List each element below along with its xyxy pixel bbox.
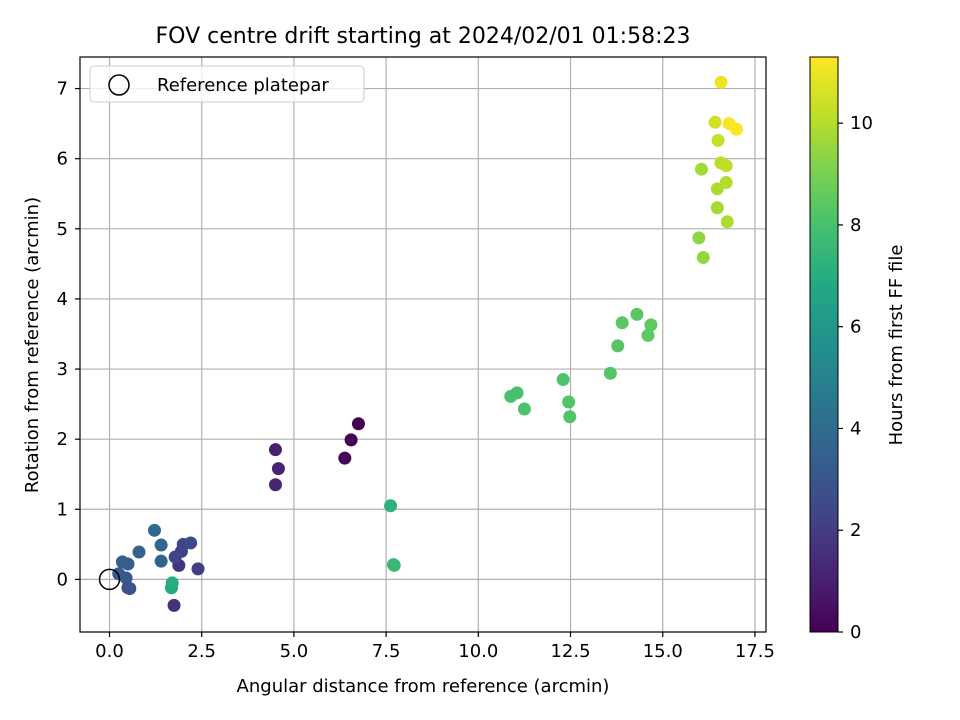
chart-title: FOV centre drift starting at 2024/02/01 …: [156, 24, 691, 49]
y-tick-label: 6: [57, 149, 68, 170]
x-tick-label: 7.5: [372, 641, 401, 662]
data-point: [184, 536, 198, 550]
colorbar-tick-label: 8: [850, 215, 861, 236]
data-point: [384, 499, 398, 513]
data-point: [148, 523, 162, 537]
data-point: [387, 558, 401, 572]
data-point: [615, 316, 629, 330]
plot-area: 0.0 2.5 5.0 7.5 10.0 12.5 15.0 17.5 0 1 2 3 4 5 6 7: [57, 56, 775, 662]
data-point: [338, 451, 352, 465]
y-axis-label: Rotation from reference (arcmin): [22, 197, 43, 493]
x-tick-label: 2.5: [187, 641, 216, 662]
data-point: [191, 562, 205, 576]
data-point: [268, 443, 282, 457]
y-tick-label: 7: [57, 79, 68, 100]
reference-marker: [98, 568, 121, 591]
y-tick-label: 4: [57, 289, 68, 310]
data-point: [719, 159, 733, 173]
data-point: [154, 538, 168, 552]
data-point: [517, 402, 531, 416]
points-layer: [112, 75, 743, 612]
data-point: [711, 133, 725, 147]
data-point: [168, 550, 182, 564]
data-point: [563, 410, 577, 424]
x-tick-label: 12.5: [550, 641, 590, 662]
data-point: [714, 75, 728, 89]
data-point: [132, 545, 146, 559]
x-tick-label: 5.0: [280, 641, 309, 662]
reference-layer: [98, 568, 121, 591]
data-point: [696, 251, 710, 265]
data-point: [720, 215, 734, 229]
data-point: [710, 201, 724, 215]
x-axis-label: Angular distance from reference (arcmin): [237, 676, 610, 697]
colorbar-ticks: 0 2 4 6 8 10: [838, 113, 873, 643]
plot-frame: [79, 56, 767, 633]
data-point: [556, 373, 570, 387]
data-point: [729, 122, 743, 136]
x-tick-label: 0.0: [95, 641, 124, 662]
x-tick-label: 10.0: [458, 641, 498, 662]
data-point: [630, 307, 644, 321]
data-point: [154, 554, 168, 568]
y-axis-ticks: 0 1 2 3 4 5 6 7: [57, 79, 80, 590]
x-tick-label: 17.5: [735, 641, 775, 662]
plot-background: [80, 57, 766, 632]
data-point: [692, 231, 706, 245]
colorbar-gradient: [809, 56, 839, 633]
data-point: [268, 478, 282, 492]
data-point: [271, 462, 285, 476]
colorbar-label: Hours from first FF file: [886, 245, 907, 446]
data-point: [719, 176, 733, 190]
data-point: [641, 328, 655, 342]
data-point: [603, 366, 617, 380]
data-point: [115, 555, 129, 569]
y-tick-label: 5: [57, 219, 68, 240]
legend-marker-hollow-circle: [108, 74, 130, 96]
data-point: [694, 162, 708, 176]
colorbar-tick-label: 4: [850, 418, 861, 439]
data-point: [510, 386, 524, 400]
data-point: [611, 339, 625, 353]
legend-label: Reference platepar: [157, 75, 329, 96]
grid-layer: [80, 57, 766, 632]
y-tick-label: 3: [57, 359, 68, 380]
colorbar-tick-label: 10: [850, 113, 873, 134]
colorbar-tick-label: 6: [850, 317, 861, 338]
data-point: [562, 395, 576, 409]
x-tick-label: 15.0: [643, 641, 683, 662]
y-tick-label: 2: [57, 429, 68, 450]
legend: Reference platepar: [89, 65, 365, 103]
data-point: [165, 576, 179, 590]
y-tick-label: 1: [57, 499, 68, 520]
x-axis-ticks: 0.0 2.5 5.0 7.5 10.0 12.5 15.0 17.5: [95, 632, 775, 662]
data-point: [344, 433, 358, 447]
colorbar: 0 2 4 6 8 10 Hours from first FF file: [809, 56, 907, 643]
y-tick-label: 0: [57, 569, 68, 590]
colorbar-tick-label: 2: [850, 520, 861, 541]
data-point: [121, 581, 135, 595]
colorbar-tick-label: 0: [850, 622, 861, 643]
legend-box: [89, 65, 365, 103]
data-point: [351, 417, 365, 431]
data-point: [708, 115, 722, 129]
data-point: [644, 318, 658, 332]
data-point: [167, 598, 181, 612]
